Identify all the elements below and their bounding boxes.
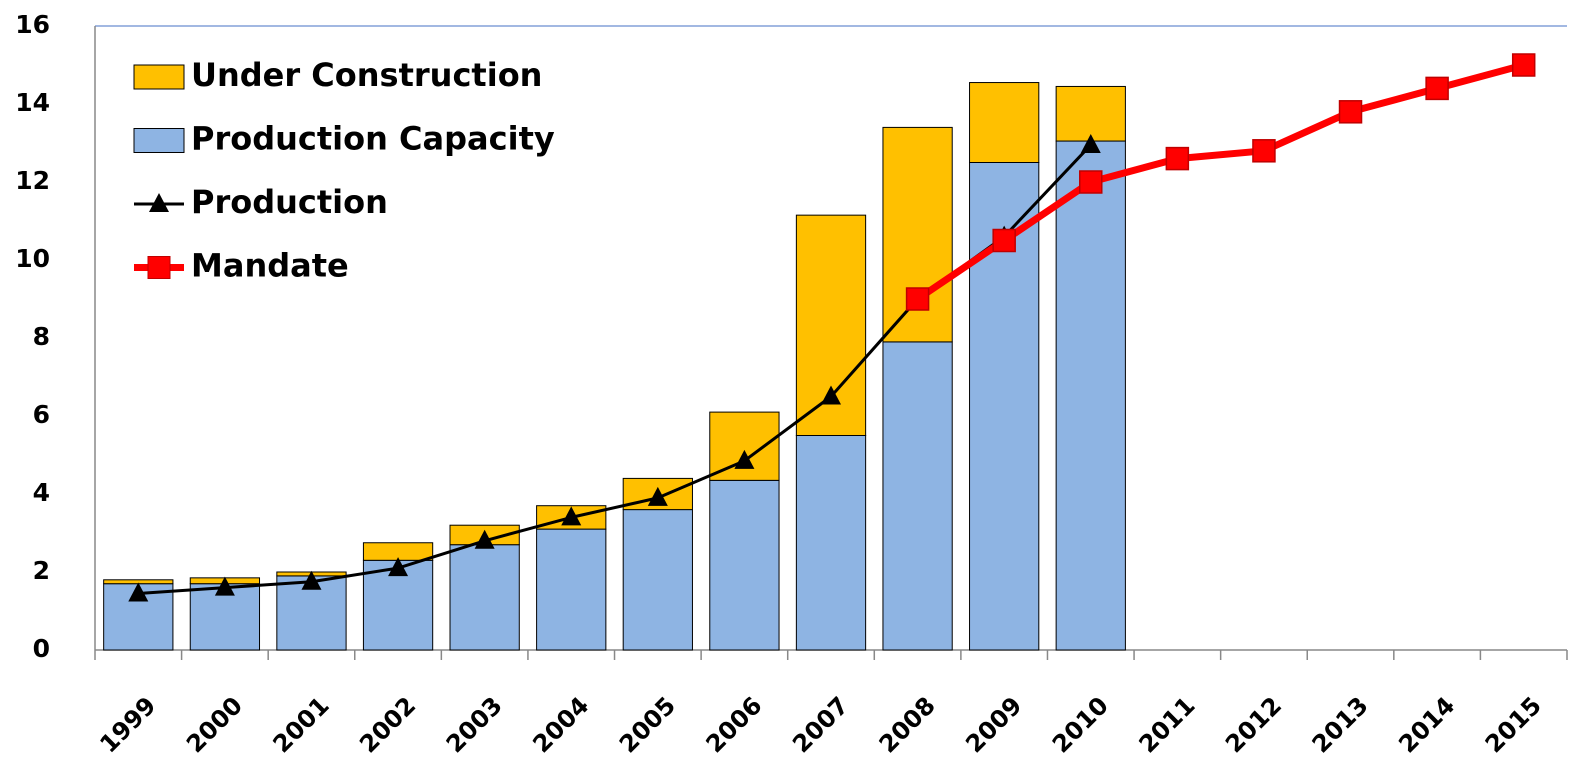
point-marker <box>647 486 668 506</box>
point-marker <box>1079 170 1103 194</box>
point-marker <box>474 529 495 549</box>
y-tick-label: 6 <box>33 400 50 429</box>
x-tick-label: 2015 <box>1480 691 1547 758</box>
x-tick-label: 2002 <box>354 691 421 758</box>
point-marker <box>128 582 149 602</box>
x-tick-label: 2000 <box>181 691 248 758</box>
x-tick-label: 1999 <box>94 691 161 758</box>
point-marker <box>992 228 1016 253</box>
point-marker <box>214 576 235 596</box>
x-tick-label: 2010 <box>1047 691 1114 758</box>
y-tick-label: 16 <box>15 10 50 39</box>
bar <box>709 411 780 481</box>
legend-item: Mandate <box>134 247 349 285</box>
legend-label: Under Construction <box>191 56 542 94</box>
bar <box>882 341 953 651</box>
y-tick-label: 0 <box>33 634 50 663</box>
bar <box>622 509 693 651</box>
bar <box>449 544 520 651</box>
point-marker <box>1511 53 1536 77</box>
legend-marker <box>147 256 171 279</box>
legend-swatch <box>133 64 185 90</box>
point-marker <box>1165 146 1190 171</box>
x-tick-label: 2003 <box>441 691 508 758</box>
x-tick-label: 2005 <box>614 691 681 758</box>
bar <box>1055 85 1126 142</box>
legend-label: Production Capacity <box>191 120 555 158</box>
point-marker <box>821 385 841 405</box>
bar <box>536 528 607 651</box>
legend-swatch <box>133 128 185 153</box>
y-tick-label: 14 <box>15 88 50 117</box>
point-marker <box>388 557 409 577</box>
point-marker <box>734 449 755 469</box>
x-tick-label: 2011 <box>1134 691 1201 758</box>
bar <box>969 82 1040 163</box>
bar <box>709 479 780 651</box>
x-tick-label: 2013 <box>1307 691 1374 758</box>
x-tick-label: 2012 <box>1220 691 1287 758</box>
bar <box>1055 140 1126 651</box>
x-tick-label: 2014 <box>1393 691 1460 758</box>
y-tick-label: 12 <box>15 166 50 195</box>
line-series <box>915 61 1525 302</box>
legend-marker <box>149 193 169 212</box>
point-marker <box>301 570 322 590</box>
point-marker <box>1080 133 1101 153</box>
y-tick-label: 8 <box>33 322 50 351</box>
bar <box>103 583 174 651</box>
x-tick-label: 2008 <box>874 691 941 758</box>
y-tick-label: 2 <box>33 556 50 585</box>
point-marker <box>905 287 930 311</box>
x-tick-label: 2001 <box>268 691 335 758</box>
x-tick-label: 2004 <box>527 691 594 758</box>
y-tick-label: 10 <box>15 244 50 273</box>
legend-item: Production Capacity <box>133 120 555 158</box>
x-tick-label: 2009 <box>960 691 1027 758</box>
legend-item: Production <box>134 183 388 221</box>
x-tick-label: 2007 <box>787 691 854 758</box>
point-marker <box>1425 76 1449 101</box>
bar <box>795 435 867 651</box>
y-tick-label: 4 <box>33 478 50 507</box>
point-marker <box>561 506 582 526</box>
point-marker <box>1338 100 1363 124</box>
point-marker <box>1252 139 1276 163</box>
x-tick-label: 2006 <box>701 691 768 758</box>
legend-item: Under Construction <box>133 56 542 94</box>
legend-label: Production <box>191 183 388 221</box>
legend-label: Mandate <box>191 247 349 285</box>
